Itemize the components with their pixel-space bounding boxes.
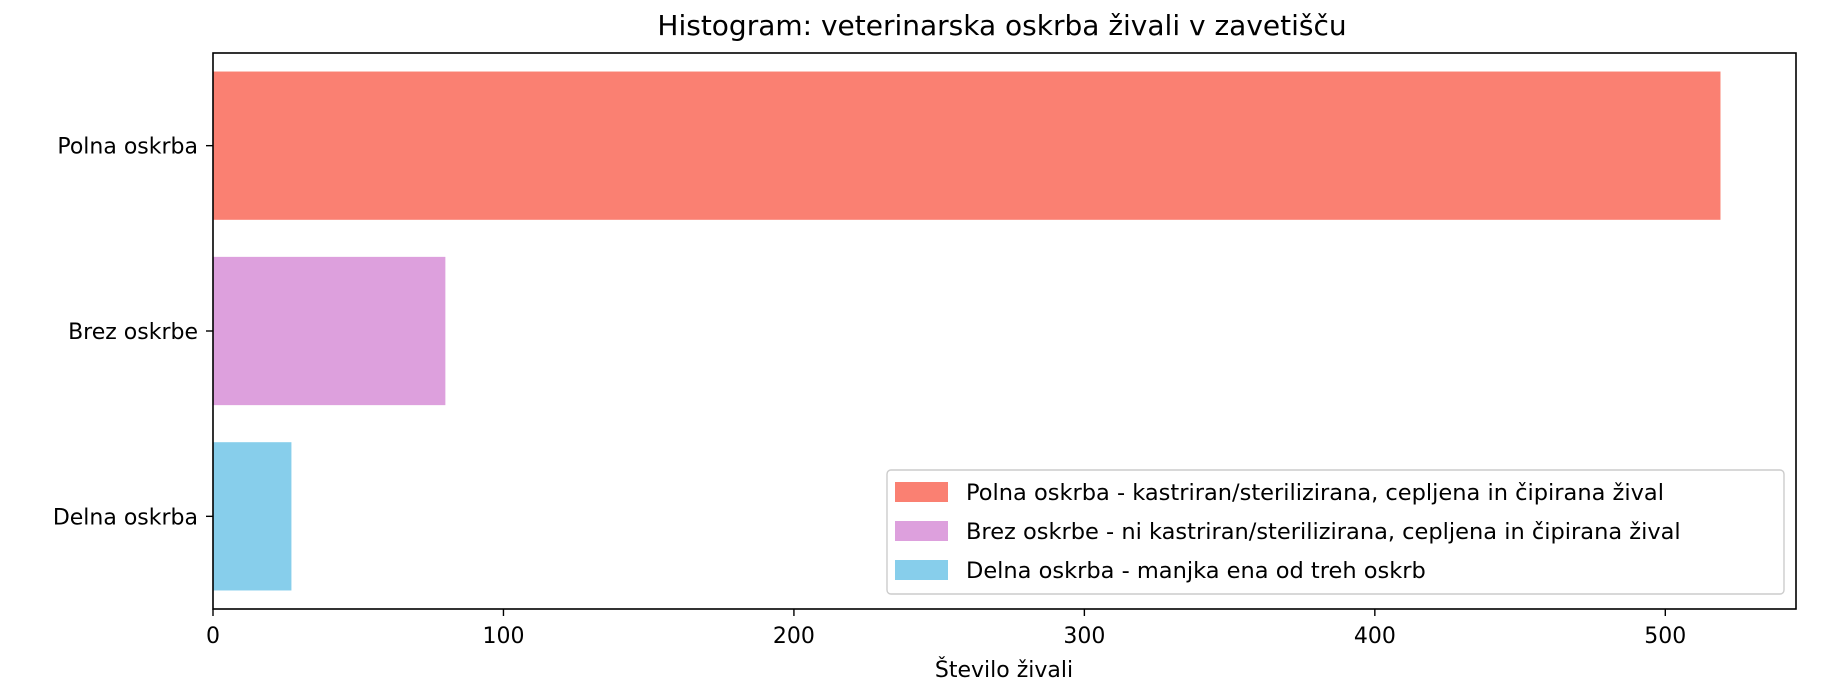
- y-tick-label: Polna oskrba: [57, 135, 198, 160]
- x-axis-label: Število živali: [935, 657, 1073, 683]
- chart-title: Histogram: veterinarska oskrba živali v …: [657, 9, 1346, 42]
- legend-swatch: [895, 521, 948, 541]
- legend-label: Polna oskrba - kastriran/sterilizirana, …: [966, 480, 1664, 506]
- legend: Polna oskrba - kastriran/sterilizirana, …: [886, 469, 1785, 595]
- x-tick-label: 500: [1644, 624, 1686, 649]
- legend-label: Delna oskrba - manjka ena od treh oskrb: [966, 558, 1426, 584]
- y-tick-label: Brez oskrbe: [68, 320, 198, 345]
- x-tick-label: 0: [206, 624, 220, 649]
- x-tick-label: 400: [1354, 624, 1396, 649]
- x-tick-label: 300: [1063, 624, 1105, 649]
- y-tick-label: Delna oskrba: [53, 505, 198, 530]
- x-tick-label: 200: [773, 624, 815, 649]
- bar-polna-oskrba: [213, 71, 1721, 220]
- x-axis-ticks: 0 100 200 300 400 500: [206, 609, 1686, 649]
- legend-swatch: [895, 482, 948, 502]
- y-axis-ticks: Polna oskrba Brez oskrbe Delna oskrba: [53, 135, 213, 530]
- legend-swatch: [895, 560, 948, 580]
- bar-brez-oskrbe: [213, 256, 446, 406]
- bar-delna-oskrba: [213, 442, 292, 591]
- bars-group: [213, 71, 1721, 591]
- x-tick-label: 100: [482, 624, 524, 649]
- legend-frame: [886, 469, 1785, 595]
- legend-label: Brez oskrbe - ni kastriran/sterilizirana…: [966, 519, 1681, 545]
